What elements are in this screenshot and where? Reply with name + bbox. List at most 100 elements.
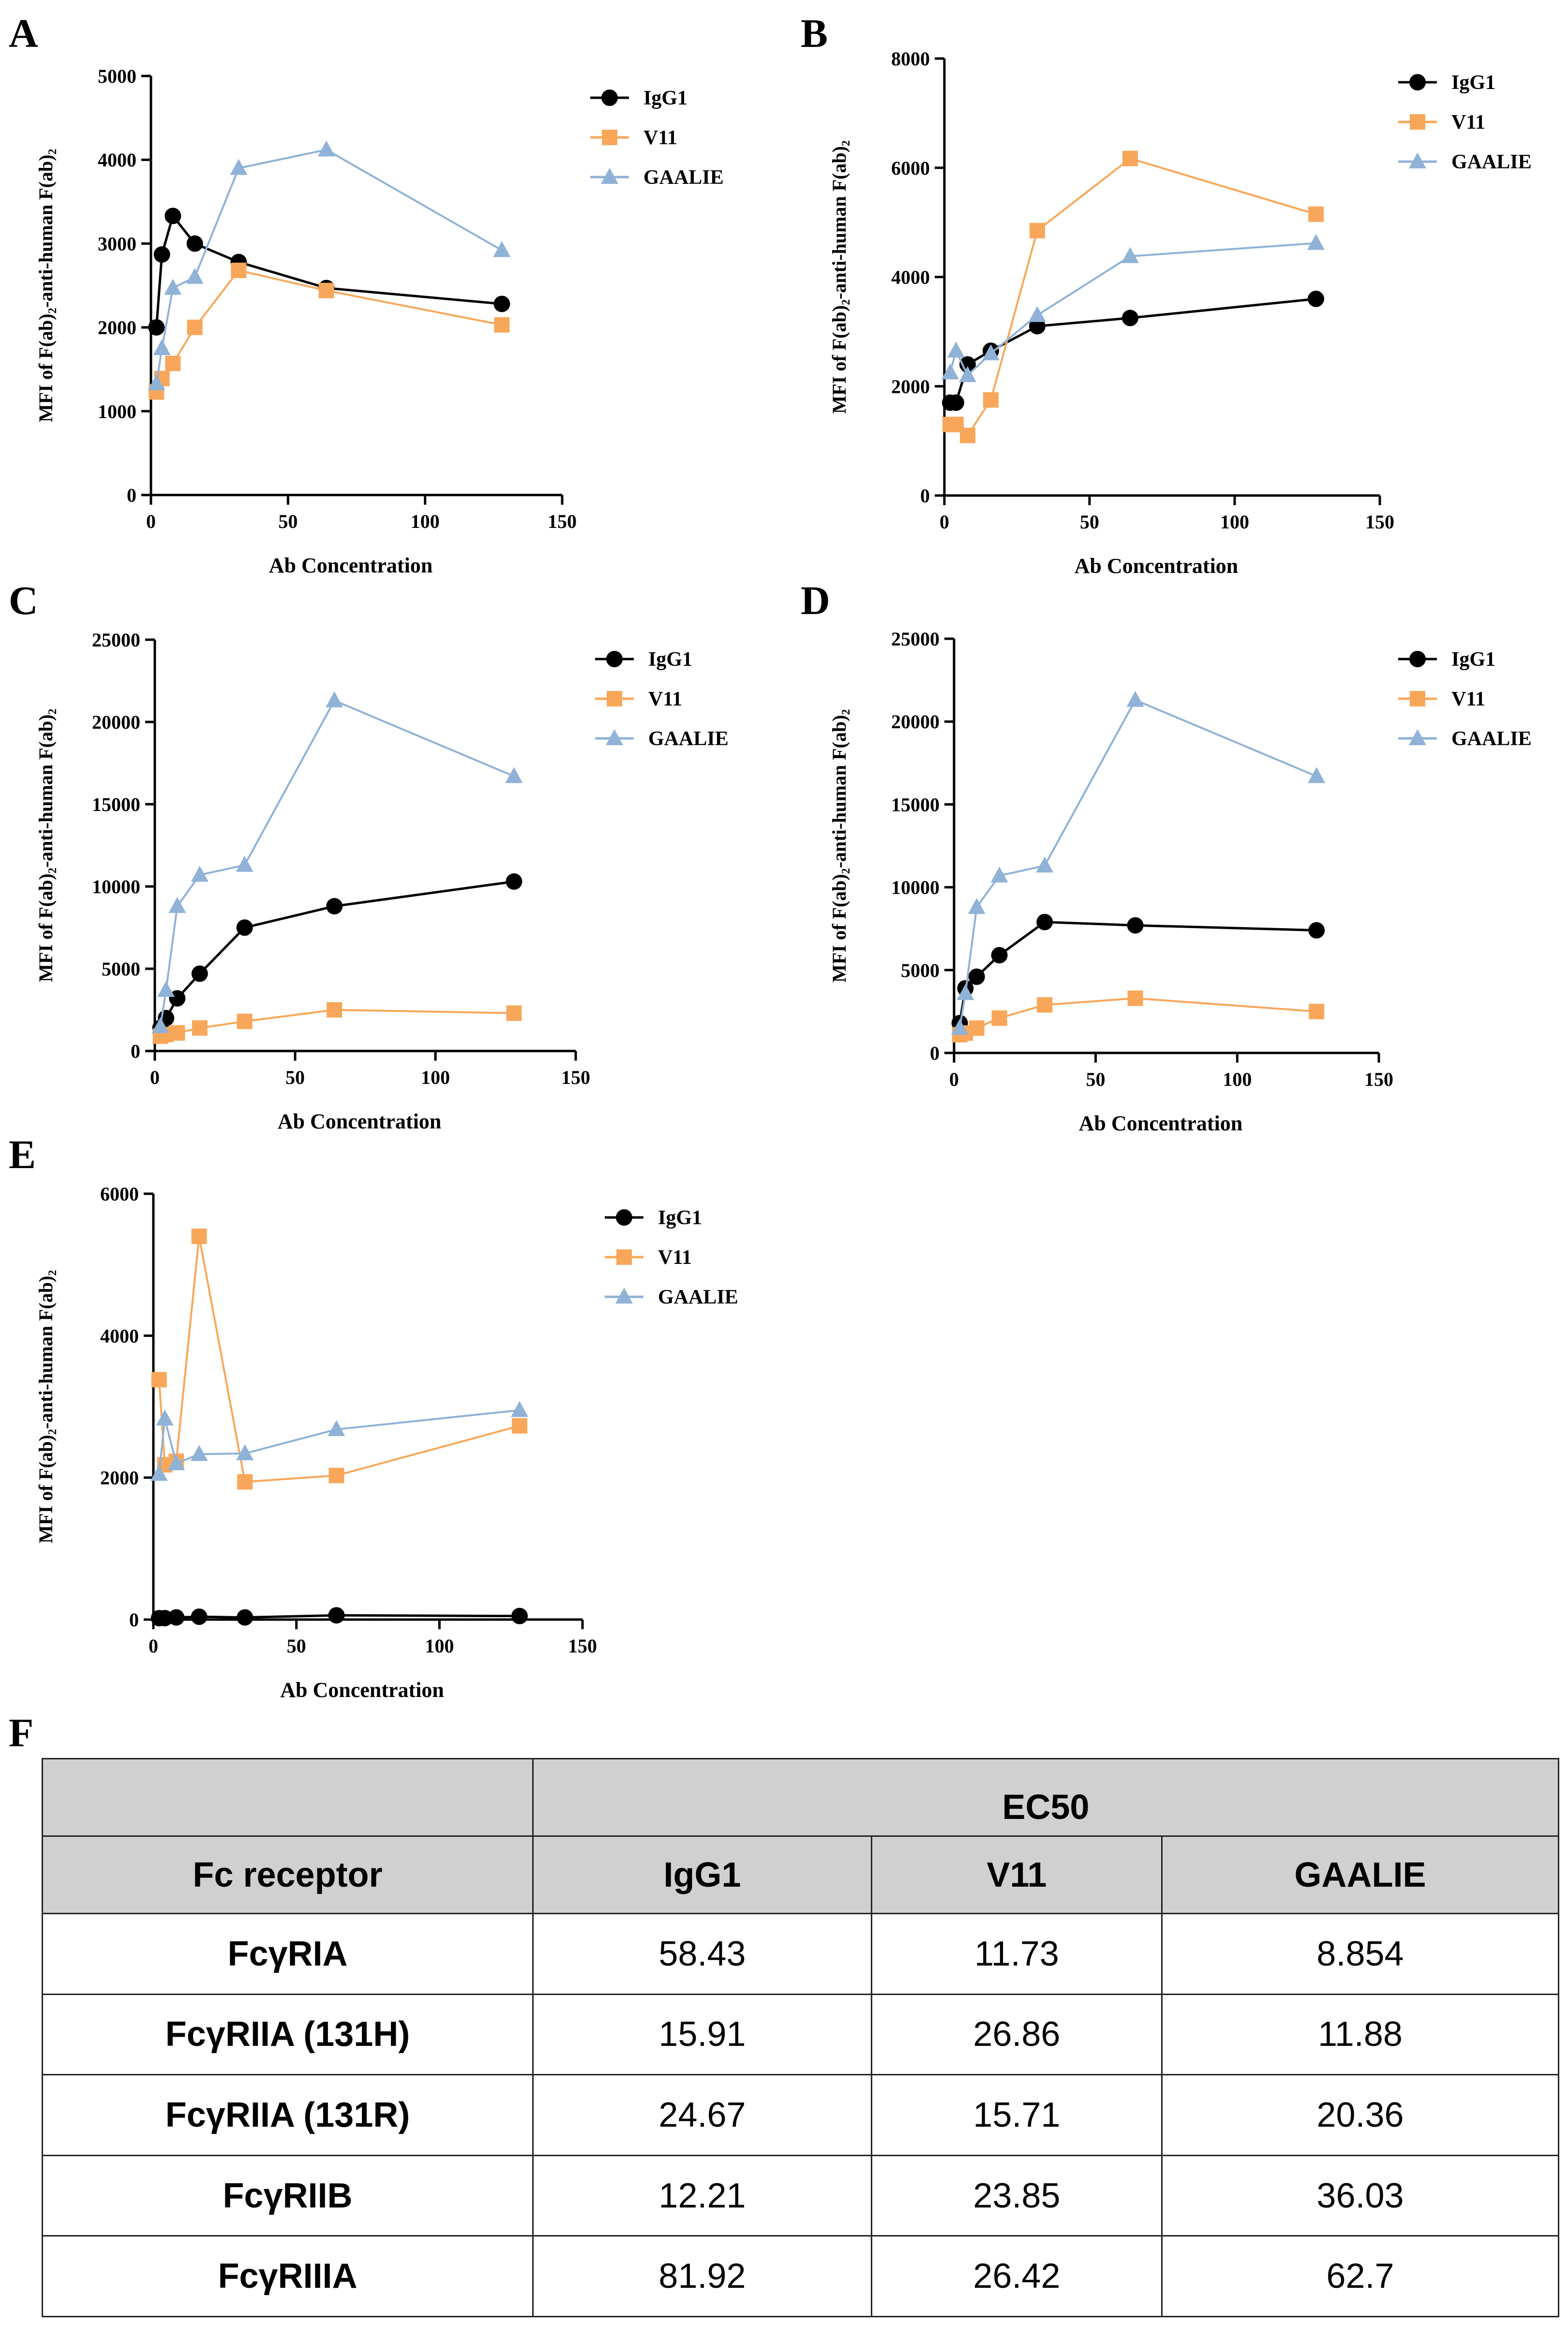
data-point-igg1 (1308, 290, 1324, 307)
data-point-igg1 (148, 319, 165, 336)
data-point-gaalie (186, 268, 204, 284)
x-tick-label: 100 (425, 1635, 454, 1657)
legend-label-igg1: IgG1 (658, 1207, 702, 1229)
table-cell: 81.92 (532, 2235, 872, 2317)
data-point-v11 (237, 1474, 253, 1490)
data-point-igg1 (191, 1608, 208, 1625)
data-point-gaalie (1029, 306, 1046, 322)
x-axis-label: Ab Concentration (1075, 554, 1239, 578)
legend-marker-igg1 (1409, 74, 1426, 90)
data-point-gaalie (990, 866, 1008, 883)
data-point-igg1 (1029, 318, 1045, 335)
data-point-gaalie (1126, 691, 1144, 707)
y-tick-label: 0 (131, 1040, 140, 1062)
x-tick-label: 150 (568, 1635, 597, 1657)
data-point-gaalie (236, 856, 254, 872)
data-point-igg1 (168, 1609, 185, 1626)
chart-panel-A: 0 50 100 150 0 1000 2000 3000 4000 5000 Ab Concent… (35, 65, 724, 577)
x-tick-label: 150 (1365, 511, 1394, 533)
data-point-gaalie (317, 140, 335, 157)
panel-label-D: D (801, 578, 830, 623)
table-row: FcγRIIIA 81.92 26.42 62.7 (42, 2235, 1560, 2317)
table-group-header-row: EC50 (42, 1758, 1560, 1837)
x-tick-label: 150 (548, 510, 577, 532)
x-axis-label: Ab Concentration (269, 554, 433, 577)
column-header-igg1: IgG1 (532, 1835, 872, 1914)
series-line-gaalie (159, 699, 515, 1027)
legend-marker-v11 (1410, 691, 1425, 706)
y-tick-label: 5000 (98, 65, 136, 87)
y-axis-label: MFI of F(ab)₂-anti-human F(ab)₂ (35, 708, 57, 982)
legend-marker-igg1 (616, 1209, 632, 1226)
y-axis-label: MFI of F(ab)₂-anti-human F(ab)₂ (828, 709, 850, 982)
data-point-gaalie (959, 366, 976, 382)
table-row: FcγRIIB 12.21 23.85 36.03 (42, 2154, 1560, 2237)
data-point-v11 (991, 1010, 1007, 1026)
y-tick-label: 1000 (98, 401, 136, 422)
data-point-gaalie (150, 1465, 168, 1481)
table-cell: 26.86 (871, 1993, 1163, 2076)
y-axis-label: MFI of F(ab)₂-anti-human F(ab)₂ (35, 1270, 57, 1543)
data-point-gaalie (326, 691, 343, 707)
data-point-igg1 (991, 946, 1008, 963)
data-point-gaalie (968, 898, 986, 914)
data-point-gaalie (505, 767, 523, 783)
y-tick-label: 5000 (102, 958, 140, 980)
data-point-igg1 (968, 968, 985, 985)
data-point-gaalie (510, 1401, 528, 1417)
legend-marker-gaalie (1409, 729, 1426, 745)
data-point-gaalie (1036, 856, 1054, 873)
data-point-gaalie (941, 363, 959, 380)
series-line-gaalie (958, 699, 1317, 1028)
data-point-igg1 (1122, 310, 1138, 327)
y-tick-label: 10000 (891, 877, 940, 899)
table-cell: 36.03 (1161, 2154, 1560, 2237)
y-tick-label: 10000 (92, 876, 140, 898)
x-tick-label: 150 (561, 1066, 590, 1088)
table-cell: 11.88 (1161, 1993, 1560, 2076)
data-point-v11 (1037, 997, 1053, 1013)
data-point-gaalie (982, 344, 1000, 360)
x-tick-label: 0 (150, 1066, 160, 1088)
data-point-igg1 (328, 1607, 345, 1624)
data-point-v11 (165, 356, 181, 372)
data-point-gaalie (156, 1409, 174, 1426)
data-point-gaalie (230, 159, 248, 175)
data-point-v11 (318, 283, 334, 299)
legend-marker-v11 (607, 691, 622, 706)
y-tick-label: 6000 (100, 1183, 139, 1205)
legend-marker-igg1 (606, 651, 623, 667)
x-axis-label: Ab Concentration (278, 1110, 442, 1133)
legend-label-gaalie: GAALIE (1451, 728, 1532, 750)
data-point-gaalie (164, 279, 182, 295)
chart-panel-D: 0 50 100 150 0 5000 10000 15000 20000 25000 Ab Con… (828, 628, 1532, 1135)
data-point-v11 (511, 1418, 527, 1434)
table-cell: 12.21 (532, 2154, 872, 2237)
chart-panel-C: 0 50 100 150 0 5000 10000 15000 20000 25000 Ab Con… (35, 629, 729, 1133)
x-tick-label: 0 (940, 511, 949, 533)
table-cell: 62.7 (1161, 2235, 1560, 2317)
data-point-v11 (169, 1025, 185, 1041)
legend-label-igg1: IgG1 (648, 648, 692, 671)
table-cell: 23.85 (871, 2154, 1163, 2237)
data-point-gaalie (1308, 767, 1326, 783)
data-point-v11 (191, 1229, 207, 1244)
table-cell: 15.71 (871, 2074, 1163, 2156)
data-point-igg1 (506, 873, 523, 890)
y-tick-label: 20000 (891, 711, 940, 733)
y-tick-label: 0 (920, 485, 930, 507)
y-tick-label: 0 (129, 1609, 139, 1631)
data-point-v11 (1127, 991, 1143, 1006)
y-tick-label: 25000 (891, 628, 940, 650)
data-point-v11 (1308, 206, 1324, 222)
table-row: FcγRIIA (131R) 24.67 15.71 20.36 (42, 2074, 1560, 2156)
table-cell: 15.91 (532, 1993, 872, 2076)
data-point-gaalie (148, 374, 165, 390)
data-point-v11 (1030, 223, 1045, 239)
row-label: FcγRIA (42, 1913, 534, 1995)
data-point-igg1 (511, 1607, 528, 1624)
y-tick-label: 4000 (100, 1325, 139, 1347)
data-point-igg1 (164, 208, 181, 225)
x-tick-label: 50 (287, 1635, 306, 1657)
legend-marker-gaalie (615, 1288, 633, 1304)
